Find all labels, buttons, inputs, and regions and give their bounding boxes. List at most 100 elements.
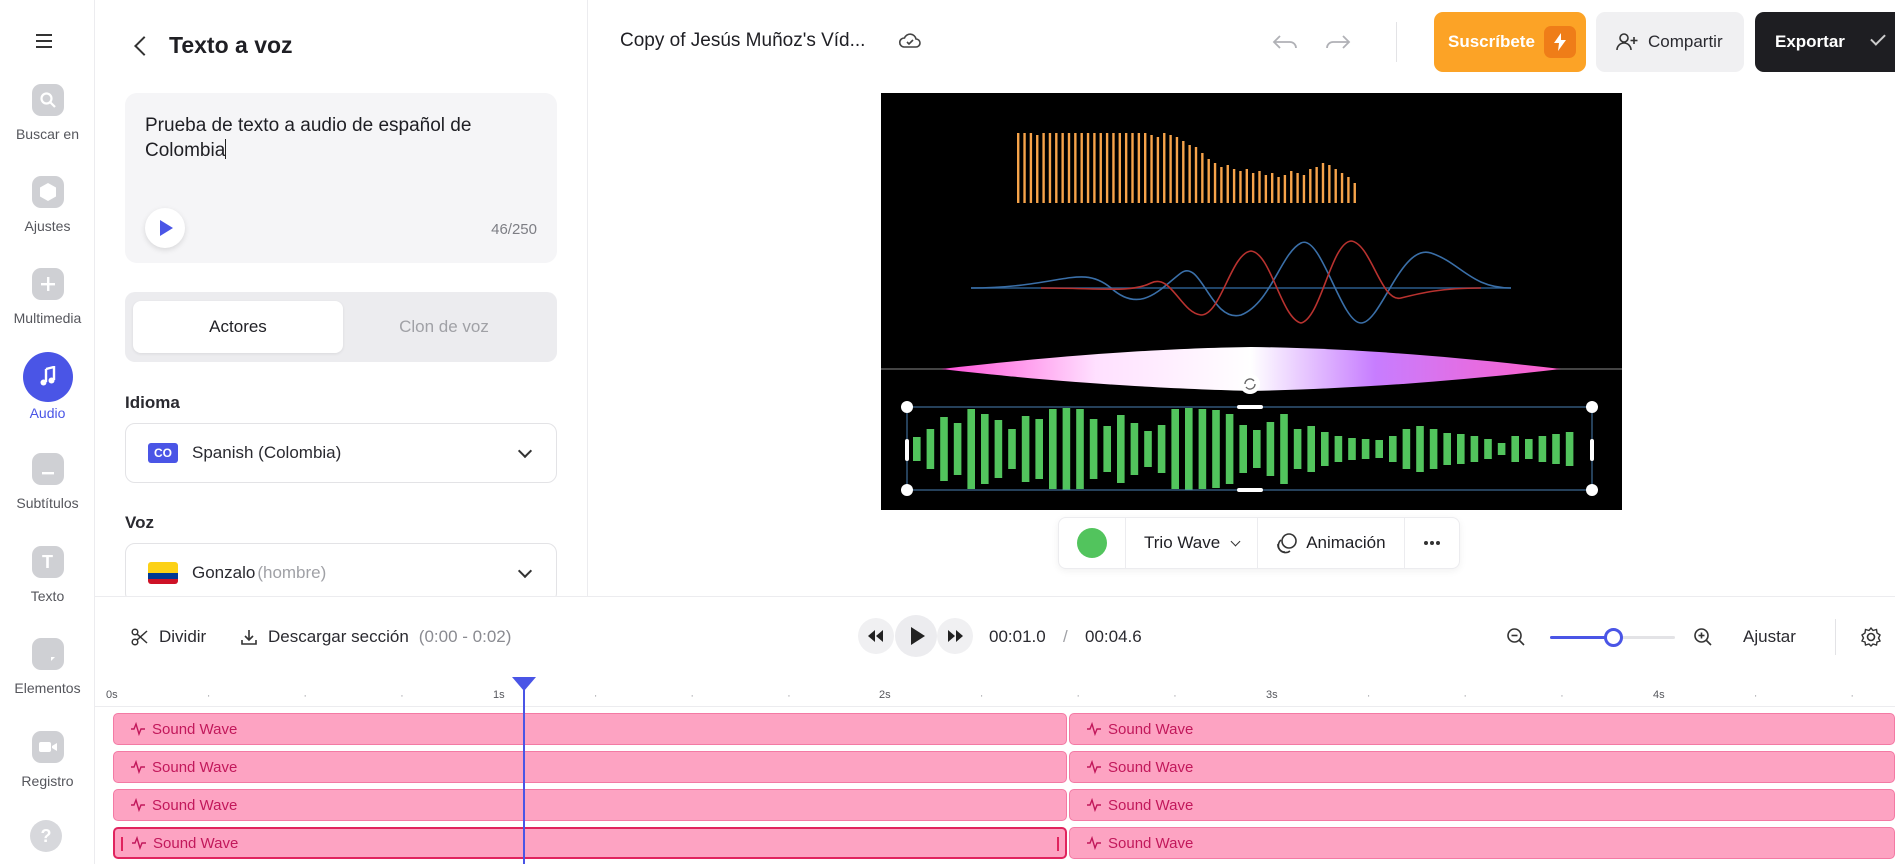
voice-gender: (hombre) xyxy=(257,563,327,582)
waveform-icon xyxy=(132,836,146,850)
sound-wave-clip[interactable]: Sound Wave xyxy=(113,751,1067,783)
back-chevron-icon[interactable] xyxy=(134,35,154,56)
tab-voice-clone[interactable]: Clon de voz xyxy=(399,317,489,336)
playhead[interactable] xyxy=(512,677,536,864)
sound-wave-clip[interactable]: Sound Wave xyxy=(1069,827,1895,859)
rail-item-elements[interactable]: Elementos xyxy=(0,638,95,722)
text-to-speech-panel: Texto a voz Prueba de texto a audio de e… xyxy=(95,0,588,596)
voice-select[interactable]: Gonzalo (hombre) xyxy=(125,543,557,596)
tts-text-area[interactable]: Prueba de texto a audio de español de Co… xyxy=(125,93,557,263)
tab-actors[interactable]: Actores xyxy=(133,301,343,353)
undo-icon[interactable] xyxy=(1270,32,1300,54)
fit-button[interactable]: Ajustar xyxy=(1743,627,1796,647)
fast-forward-icon xyxy=(948,630,963,642)
ruler-minor-tick: · xyxy=(979,690,984,702)
sound-wave-clip[interactable]: Sound Wave xyxy=(113,827,1067,859)
play-icon xyxy=(911,627,925,645)
style-select[interactable]: Trio Wave xyxy=(1126,517,1259,569)
fast-forward-button[interactable] xyxy=(937,618,973,654)
resize-handle-top[interactable] xyxy=(1237,405,1263,409)
waveform-icon xyxy=(1087,760,1101,774)
ruler-minor-tick: · xyxy=(1753,690,1758,702)
text-icon: T xyxy=(31,546,64,578)
rail-item-record[interactable]: Registro xyxy=(0,731,95,815)
download-section-button[interactable]: Descargar sección (0:00 - 0:02) xyxy=(240,627,511,647)
clip-label: Sound Wave xyxy=(1108,758,1194,776)
resize-handle-bottom-right[interactable] xyxy=(1586,484,1598,496)
ruler-minor-tick: · xyxy=(303,690,308,702)
playhead-handle[interactable] xyxy=(512,677,536,691)
ruler-minor-tick: · xyxy=(1850,690,1855,702)
sound-wave-clip[interactable]: Sound Wave xyxy=(113,789,1067,821)
download-range: (0:00 - 0:02) xyxy=(418,627,512,646)
ruler-minor-tick: · xyxy=(1560,690,1564,702)
resize-handle-top-left[interactable] xyxy=(901,401,913,413)
sound-wave-clip[interactable]: Sound Wave xyxy=(1069,713,1895,745)
rail-item-text[interactable]: T Texto xyxy=(0,546,95,630)
zoom-slider[interactable] xyxy=(1550,628,1675,647)
more-options-button[interactable] xyxy=(1405,517,1459,569)
timeline-toolbar: Dividir Descargar sección (0:00 - 0:02) … xyxy=(95,597,1895,677)
download-label: Descargar sección xyxy=(268,627,409,646)
chevron-down-icon xyxy=(1230,536,1241,546)
color-picker[interactable] xyxy=(1059,517,1126,569)
ruler-label: 2s xyxy=(879,689,891,701)
rewind-button[interactable] xyxy=(858,618,894,654)
rotate-handle-icon[interactable] xyxy=(1240,374,1260,394)
country-code-badge: CO xyxy=(148,443,178,463)
rail-item-label: Multimedia xyxy=(13,310,82,326)
total-time: 00:04.6 xyxy=(1085,627,1142,646)
hamburger-menu-icon[interactable] xyxy=(34,32,56,50)
animation-button[interactable]: Animación xyxy=(1258,517,1405,569)
resize-handle-bottom[interactable] xyxy=(1237,488,1263,492)
clip-trim-handle-left[interactable] xyxy=(121,837,123,851)
voice-name: Gonzalo xyxy=(192,563,256,582)
sound-wave-clip[interactable]: Sound Wave xyxy=(1069,789,1895,821)
clip-label: Sound Wave xyxy=(152,720,238,738)
cloud-saved-icon xyxy=(898,33,921,48)
selection-box[interactable] xyxy=(901,374,1598,496)
rail-item-label: Elementos xyxy=(14,680,81,696)
preview-play-button[interactable] xyxy=(145,208,185,248)
timeline-settings-gear-icon[interactable] xyxy=(1860,626,1882,648)
sound-wave-clip[interactable]: Sound Wave xyxy=(113,713,1067,745)
export-button[interactable]: Exportar xyxy=(1755,12,1895,72)
play-button[interactable] xyxy=(895,615,937,657)
spectrum-wave[interactable] xyxy=(881,347,1622,391)
rail-item-audio[interactable]: Audio xyxy=(0,352,95,436)
share-button[interactable]: Compartir xyxy=(1596,12,1744,72)
rail-item-subtitles[interactable]: Subtítulos xyxy=(0,453,95,537)
rewind-icon xyxy=(868,630,883,642)
voice-label: Voz xyxy=(125,513,154,532)
sound-wave-clip[interactable]: Sound Wave xyxy=(1069,751,1895,783)
resize-handle-top-right[interactable] xyxy=(1586,401,1598,413)
rail-item-media[interactable]: Multimedia xyxy=(0,268,95,352)
video-preview[interactable] xyxy=(881,93,1622,510)
help-icon[interactable]: ? xyxy=(30,820,62,852)
green-bar-wave[interactable] xyxy=(913,408,1574,490)
rail-item-label: Buscar en xyxy=(15,126,80,142)
curve-wave[interactable] xyxy=(970,240,1512,324)
tts-text-input[interactable]: Prueba de texto a audio de español de Co… xyxy=(145,115,472,161)
resize-handle-left[interactable] xyxy=(905,439,909,461)
time-ruler[interactable]: 0s 1s 2s 3s 4s · · · · · · · · · · · · · · xyxy=(95,677,1895,707)
language-select[interactable]: CO Spanish (Colombia) xyxy=(125,423,557,483)
clip-trim-handle-right[interactable] xyxy=(1057,837,1059,851)
color-swatch xyxy=(1077,528,1107,558)
zoom-in-icon[interactable] xyxy=(1693,627,1713,647)
resize-handle-bottom-left[interactable] xyxy=(901,484,913,496)
project-title[interactable]: Copy of Jesús Muñoz's Víd... xyxy=(620,30,866,51)
rail-item-settings[interactable]: Ajustes xyxy=(0,176,95,260)
orange-bar-wave[interactable] xyxy=(1017,133,1356,203)
zoom-out-icon[interactable] xyxy=(1506,627,1526,647)
top-bar: Copy of Jesús Muñoz's Víd... Suscríbete … xyxy=(588,0,1895,86)
rail-item-label: Registro xyxy=(21,773,74,789)
split-button[interactable]: Dividir xyxy=(131,627,206,647)
subscribe-button[interactable]: Suscríbete xyxy=(1434,12,1586,72)
ruler-minor-tick: · xyxy=(1076,690,1081,702)
rail-item-search[interactable]: Buscar en xyxy=(0,84,95,168)
resize-handle-right[interactable] xyxy=(1590,439,1594,461)
zoom-slider-knob[interactable] xyxy=(1604,628,1623,647)
redo-icon[interactable] xyxy=(1323,32,1353,54)
element-toolbar: Trio Wave Animación xyxy=(1058,517,1460,569)
